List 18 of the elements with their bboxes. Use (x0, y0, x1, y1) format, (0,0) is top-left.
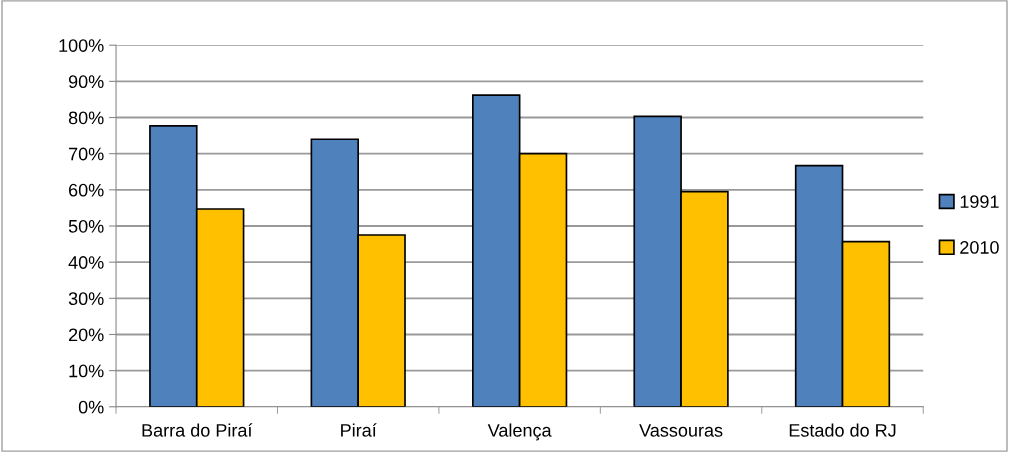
y-tick-label: 70% (69, 147, 104, 161)
x-tick-label: Estado do RJ (789, 423, 896, 437)
y-tick-label: 30% (68, 292, 104, 306)
y-tick-label: 60% (69, 183, 104, 197)
y-tick-label: 20% (69, 328, 104, 342)
x-tick-label: Valença (487, 423, 552, 441)
y-tick-label: 90% (68, 75, 104, 89)
y-tick-label: 40% (68, 256, 104, 269)
y-tick-label: 100% (59, 39, 104, 52)
x-tick-label: Piraí (341, 423, 377, 437)
y-tick-label: 80% (68, 111, 104, 125)
x-tick-label: Barra do Piraí (142, 423, 253, 437)
y-tick-label: 10% (69, 364, 104, 378)
y-tick-label: 0% (78, 400, 104, 414)
legend-label: 2010 (960, 241, 999, 254)
x-tick-label: Vassouras (639, 424, 723, 437)
legend-label: 1991 (960, 195, 999, 208)
y-tick-label: 50% (68, 219, 104, 233)
